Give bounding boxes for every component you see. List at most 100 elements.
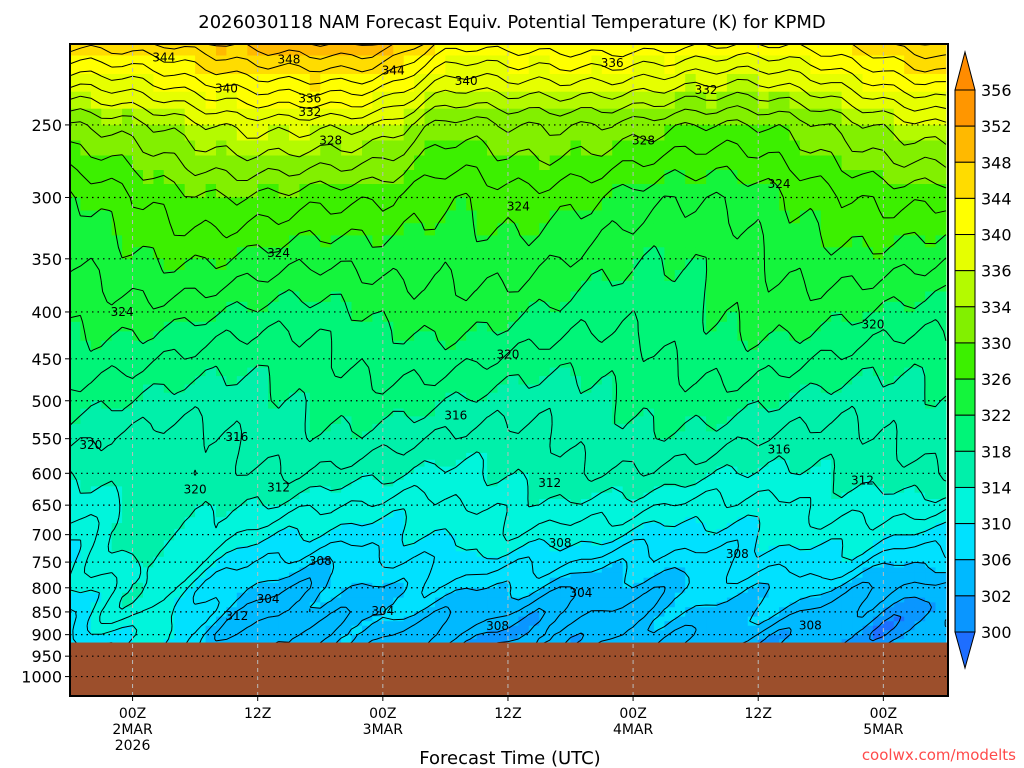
field-cell — [581, 639, 592, 644]
field-cell — [549, 611, 561, 618]
field-cell — [382, 545, 394, 552]
field-cell — [424, 517, 436, 524]
field-cell — [643, 505, 655, 512]
field-cell — [445, 597, 457, 603]
field-cell — [570, 587, 582, 594]
field-cell — [195, 291, 207, 303]
field-cell — [90, 384, 102, 394]
field-cell — [612, 492, 624, 500]
field-cell — [195, 597, 207, 603]
field-cell — [226, 577, 238, 584]
field-cell — [111, 611, 123, 618]
field-cell — [612, 452, 624, 461]
field-cell — [163, 630, 175, 636]
field-cell — [362, 258, 373, 271]
field-cell — [393, 587, 405, 594]
field-cell — [90, 592, 102, 599]
field-cell — [205, 625, 217, 631]
field-cell — [226, 55, 238, 75]
field-cell — [382, 340, 394, 351]
field-cell — [236, 400, 248, 410]
field-cell — [372, 170, 384, 185]
field-cell — [674, 367, 686, 377]
field-cell — [685, 597, 697, 603]
field-cell — [143, 445, 154, 454]
field-cell — [111, 639, 123, 644]
field-cell — [414, 258, 426, 271]
field-cell — [779, 376, 791, 386]
field-cell — [163, 340, 175, 351]
field-cell — [466, 517, 478, 524]
field-cell — [278, 340, 290, 351]
field-cell — [581, 534, 592, 541]
field-cell — [111, 91, 123, 110]
field-cell — [309, 280, 321, 293]
field-cell — [549, 634, 561, 640]
field-cell — [508, 499, 519, 506]
field-cell — [518, 492, 530, 500]
field-cell — [278, 91, 290, 110]
field-cell — [581, 607, 592, 613]
field-cell — [758, 479, 770, 487]
field-cell — [768, 258, 780, 271]
field-cell — [382, 431, 394, 440]
field-cell — [695, 210, 707, 224]
field-cell — [393, 582, 405, 589]
field-cell — [716, 634, 728, 640]
field-cell — [382, 556, 394, 563]
field-cell — [257, 582, 269, 589]
field-cell — [726, 91, 738, 110]
field-cell — [476, 634, 488, 640]
field-cell — [393, 408, 405, 417]
field-cell — [299, 44, 311, 57]
field-cell — [695, 376, 707, 386]
field-cell — [487, 301, 499, 313]
field-cell — [518, 140, 530, 157]
field-cell — [309, 528, 321, 536]
field-cell — [476, 44, 488, 57]
field-cell — [299, 616, 311, 622]
field-cell — [299, 140, 311, 157]
field-cell — [143, 505, 154, 512]
field-cell — [247, 55, 259, 75]
field-cell — [257, 55, 269, 75]
field-cell — [560, 331, 572, 342]
field-cell — [163, 349, 175, 360]
field-cell — [80, 235, 92, 248]
field-cell — [163, 140, 175, 157]
field-cell — [591, 473, 603, 481]
field-cell — [372, 301, 384, 313]
field-cell — [466, 408, 478, 417]
field-cell — [362, 301, 373, 313]
field-cell — [560, 44, 572, 57]
field-cell — [101, 210, 113, 224]
field-cell — [518, 528, 530, 536]
field-cell — [674, 499, 686, 506]
field-cell — [278, 492, 290, 500]
field-cell — [205, 247, 217, 260]
field-cell — [643, 572, 655, 579]
field-cell — [362, 473, 373, 481]
field-cell — [528, 517, 540, 524]
field-cell — [70, 312, 81, 323]
field-cell — [455, 562, 467, 568]
field-cell — [497, 445, 509, 454]
field-cell — [706, 611, 718, 618]
field-cell — [184, 247, 196, 260]
field-cell — [653, 423, 665, 432]
field-cell — [143, 556, 154, 563]
field-cell — [330, 321, 342, 332]
field-cell — [570, 235, 582, 248]
field-cell — [549, 331, 561, 342]
field-cell — [80, 223, 92, 236]
field-cell — [184, 400, 196, 410]
field-cell — [768, 602, 780, 608]
field-cell — [278, 517, 290, 524]
field-cell — [633, 551, 645, 558]
field-cell — [174, 184, 186, 199]
field-cell — [257, 625, 269, 631]
field-cell — [143, 534, 154, 541]
field-cell — [351, 607, 363, 613]
field-cell — [591, 321, 603, 332]
field-cell — [435, 349, 446, 360]
